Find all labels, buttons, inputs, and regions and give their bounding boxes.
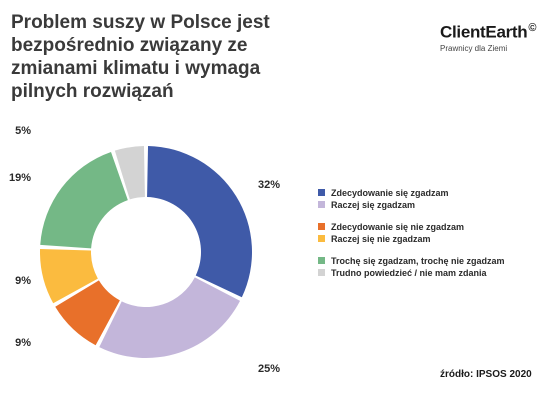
- slice-value-label: 5%: [15, 125, 31, 137]
- donut-slice: [114, 146, 145, 200]
- brand-logo: ClientEarth© Prawnicy dla Ziemi: [440, 22, 540, 53]
- legend-swatch: [318, 235, 325, 242]
- legend-label: Zdecydowanie się zgadzam: [331, 187, 449, 198]
- donut-slice: [147, 146, 252, 298]
- legend-item: Raczej się zgadzam: [318, 199, 540, 210]
- legend-item: Trochę się zgadzam, trochę nie zgadzam: [318, 255, 540, 266]
- brand-mark: ©: [528, 22, 537, 34]
- source-note: źródło: IPSOS 2020: [440, 369, 532, 380]
- slice-value-label: 19%: [9, 172, 31, 184]
- slice-value-label: 9%: [15, 275, 31, 287]
- legend-swatch: [318, 189, 325, 196]
- legend-label: Trochę się zgadzam, trochę nie zgadzam: [331, 255, 505, 266]
- legend-item: Trudno powiedzieć / nie mam zdania: [318, 267, 540, 278]
- slice-value-label: 32%: [258, 179, 280, 191]
- brand-tagline: Prawnicy dla Ziemi: [440, 43, 508, 53]
- donut-slice: [55, 280, 120, 346]
- legend-swatch: [318, 269, 325, 276]
- chart-title: Problem suszy w Polsce jest bezpośrednio…: [11, 12, 270, 102]
- donut-slice: [99, 277, 241, 358]
- legend-swatch: [318, 201, 325, 208]
- donut-slice: [39, 248, 98, 304]
- legend-swatch: [318, 223, 325, 230]
- legend-label: Raczej się nie zgadzam: [331, 233, 431, 244]
- legend-swatch: [318, 257, 325, 264]
- legend-label: Trudno powiedzieć / nie mam zdania: [331, 267, 487, 278]
- legend-item: Zdecydowanie się zgadzam: [318, 187, 540, 198]
- chart-legend: Zdecydowanie się zgadzam Raczej się zgadz…: [318, 187, 540, 279]
- slice-value-label: 9%: [15, 337, 31, 349]
- legend-item: Zdecydowanie się nie zgadzam: [318, 221, 540, 232]
- legend-label: Zdecydowanie się nie zgadzam: [331, 221, 465, 232]
- legend-item: Raczej się nie zgadzam: [318, 233, 540, 244]
- donut-slice: [40, 151, 128, 249]
- brand-name: ClientEarth©: [440, 22, 537, 42]
- slice-value-label: 25%: [258, 363, 280, 375]
- legend-label: Raczej się zgadzam: [331, 199, 416, 210]
